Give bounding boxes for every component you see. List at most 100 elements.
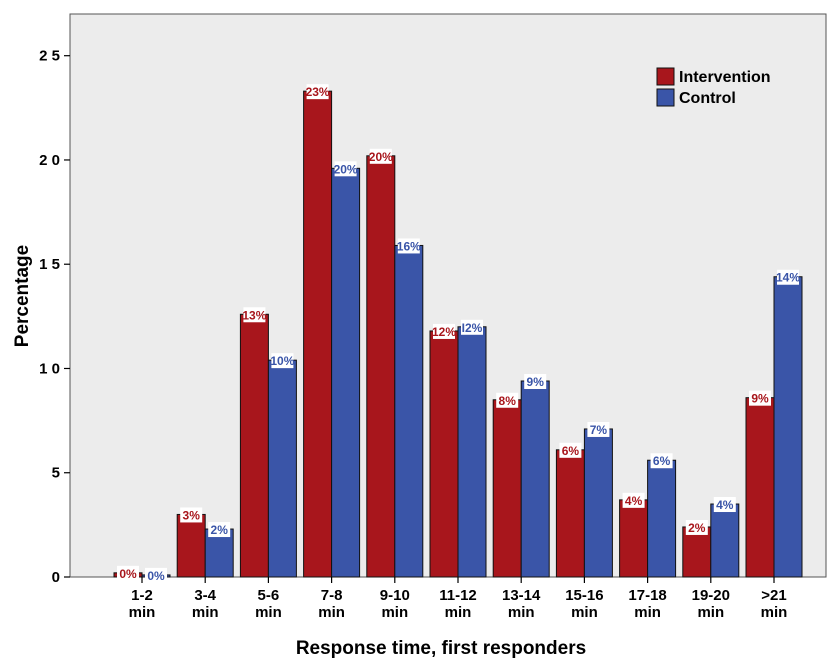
data-label: 6% (653, 454, 671, 468)
data-label-box (496, 392, 519, 408)
data-label: 13% (242, 308, 266, 322)
data-label-box (397, 238, 420, 254)
data-label: 20% (369, 150, 393, 164)
bar-control (710, 503, 740, 578)
data-label: 3% (183, 508, 201, 522)
data-label: 0% (147, 569, 165, 583)
legend-label: Control (679, 90, 736, 107)
data-label: 23% (306, 85, 330, 99)
x-tick-label: 7-8 (321, 587, 343, 604)
y-axis-title: Percentage (12, 245, 33, 347)
legend: Intervention Control (656, 67, 771, 107)
bar-intervention (619, 499, 649, 578)
legend-label: Intervention (679, 69, 771, 86)
data-label: 9% (527, 375, 545, 389)
x-tick-label: min (381, 604, 408, 621)
legend-swatch (656, 88, 675, 107)
y-tick-label: 1 5 (39, 256, 60, 273)
data-label-box (180, 507, 203, 523)
y-tick-label: 2 0 (39, 152, 60, 169)
x-tick-label: 5-6 (258, 587, 280, 604)
bar-intervention (303, 90, 333, 578)
data-label-box (559, 442, 582, 458)
bar-control (773, 276, 803, 578)
x-tick-label: 11-12 (439, 587, 477, 604)
data-label: 2% (211, 523, 229, 537)
x-tick-label: min (129, 604, 156, 621)
bar-control (457, 326, 487, 578)
x-tick-label: min (508, 604, 535, 621)
bar-control (267, 359, 297, 578)
bar-intervention (366, 155, 396, 578)
data-label: 16% (397, 239, 421, 253)
data-label-box (524, 373, 547, 389)
data-label-box (145, 567, 167, 583)
bar-control (520, 380, 550, 578)
x-tick-label: 17-18 (628, 587, 666, 604)
x-tick-label: min (761, 604, 788, 621)
data-label: 12% (432, 325, 456, 339)
data-label: 14% (776, 271, 800, 285)
x-tick-label: min (192, 604, 219, 621)
data-label: 4% (625, 494, 643, 508)
bar-intervention (176, 513, 206, 578)
x-tick-label: 19-20 (692, 587, 730, 604)
x-tick-label: min (571, 604, 598, 621)
bar-intervention (555, 449, 585, 578)
bar-control (647, 459, 677, 578)
data-label: I2% (462, 321, 483, 335)
data-label-box (117, 565, 139, 581)
data-label: 10% (270, 354, 294, 368)
data-label: 4% (716, 498, 734, 512)
x-axis-title: Response time, first responders (296, 638, 586, 659)
bar-intervention (429, 330, 459, 578)
data-label-box (650, 453, 673, 469)
y-tick-label: 5 (52, 465, 60, 482)
data-label: 2% (688, 521, 706, 535)
data-label: 7% (590, 423, 608, 437)
bar-intervention (492, 399, 522, 578)
data-label-box (433, 323, 455, 339)
bar-intervention (239, 313, 269, 578)
bar-intervention (745, 397, 775, 578)
data-label: 9% (751, 392, 769, 406)
x-axis: 1-2min3-4min5-6min7-8min9-10min11-12min1… (129, 577, 788, 621)
x-tick-label: >21 (761, 587, 786, 604)
data-label-box (777, 269, 799, 285)
y-tick-label: 0 (52, 569, 60, 586)
x-tick-label: min (445, 604, 472, 621)
x-tick-label: 1-2 (131, 587, 153, 604)
bar-control (583, 428, 613, 578)
legend-swatch (656, 67, 675, 86)
x-tick-label: min (634, 604, 661, 621)
data-label: 6% (562, 444, 580, 458)
data-label: 8% (499, 394, 517, 408)
data-label-box (369, 148, 392, 164)
y-axis: 0 5 1 0 1 5 2 0 2 5 (39, 48, 70, 586)
data-label-box (334, 161, 357, 177)
data-label-box (461, 319, 483, 335)
x-tick-label: 9-10 (380, 587, 410, 604)
x-tick-label: 13-14 (502, 587, 541, 604)
data-label-box (271, 353, 294, 369)
data-label-box (306, 84, 329, 100)
x-tick-label: min (318, 604, 345, 621)
y-tick-label: 1 0 (39, 360, 60, 377)
data-label-box (685, 519, 708, 535)
data-label: 20% (334, 162, 358, 176)
data-label-box (622, 492, 645, 508)
data-label-box (208, 522, 231, 538)
data-label: 0% (119, 567, 137, 581)
data-label-box (243, 307, 266, 323)
data-label-box (713, 497, 736, 513)
x-tick-label: 3-4 (194, 587, 216, 604)
bars-group: 0% 0% 3% 2% 13% 10% 23% 20% 20% 16% 12% I2% 8% 9% 6% 7%… (113, 84, 803, 583)
y-tick-label: 2 5 (39, 48, 60, 65)
data-label-box (749, 390, 771, 406)
bar-control (331, 167, 361, 578)
bar-control (394, 244, 424, 578)
x-tick-label: min (255, 604, 282, 621)
x-tick-label: min (697, 604, 724, 621)
data-label-box (587, 421, 610, 437)
